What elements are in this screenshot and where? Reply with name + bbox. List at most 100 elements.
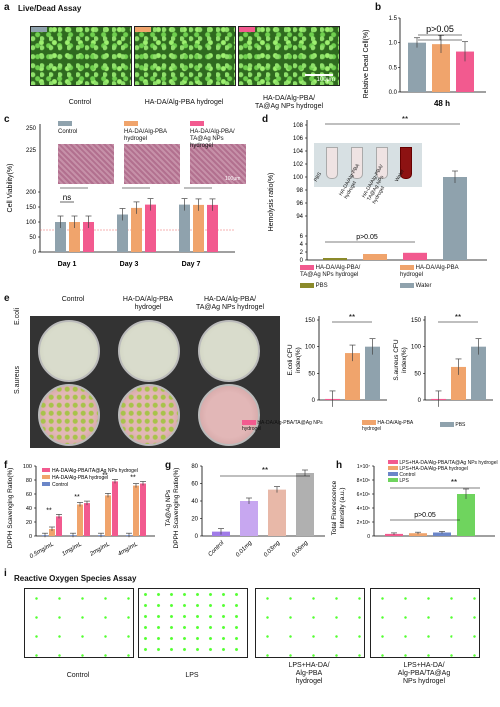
panel-h-sig-low: p>0.05: [414, 512, 436, 519]
panel-e-col-0: Control: [61, 296, 85, 303]
panel-c-letter: c: [4, 114, 10, 125]
panel-e2-bar-1: [451, 366, 466, 400]
panel-i-label-0: Control: [66, 672, 90, 679]
ros-image-tag-hydrogel: 200μm: [370, 588, 480, 658]
panel-c-bar-2-0: [179, 204, 190, 252]
panel-h-legend-0: LPS+HA-DA/Alg-PBA/TA@Ag NPs hydrogel: [388, 460, 498, 466]
panel-d-legend-2: PBS: [300, 283, 328, 290]
panel-d-ytick-high-3: 100: [293, 175, 304, 181]
panel-c-ytick-4: 200: [26, 190, 37, 196]
panel-f-sig-0: **: [46, 507, 52, 514]
panel-c-label-2: HA-DA/Alg-PBA/ TA@Ag NPs hydrogel: [190, 121, 250, 150]
panel-h-legend: LPS+HA-DA/Alg-PBA/TA@Ag NPs hydrogel LPS…: [388, 460, 498, 484]
panel-f-legend: HA-DA/Alg-PBA/TA@Ag NPs hydrogelHA-DA/Al…: [42, 468, 138, 488]
panel-g-bar-1: [240, 501, 258, 536]
panel-h-legend-1: LPS+HA-DA/Alg-PBA hydrogel: [388, 466, 498, 472]
panel-c-ytick-225: 225: [26, 148, 37, 154]
panel-d-ylabel: Hemolysis ratio(%): [268, 173, 275, 232]
panel-c-bar-1-0: [117, 214, 128, 252]
panel-b-ytick-0: 0.0: [389, 90, 398, 96]
panel-f-ytick-0: 0: [29, 534, 32, 540]
panel-b-sig: p>0.05: [426, 24, 454, 34]
panel-h-letter: h: [336, 460, 343, 471]
panel-d-legend-3: Water: [400, 283, 431, 290]
panel-g-chart: TA@Ag NPsDPPH Scavenging Ratio(%) 0 20 40 6…: [165, 464, 325, 559]
panel-g-xtick-0: Control: [207, 540, 225, 558]
panel-g-xtick-2: 0.03mg: [263, 540, 282, 559]
panel-a-label-1: HA-DA/Alg-PBA hydrogel: [144, 99, 224, 106]
panel-d-ytick-low-2: 4: [300, 242, 304, 248]
panel-c-scale: 100μm: [225, 176, 241, 182]
panel-h-ytick-3: 6×10⁶: [357, 492, 370, 498]
panel-f-ytick-2: 40: [26, 506, 32, 512]
panel-b-bar-0: [408, 42, 426, 92]
panel-f-ytick-1: 20: [26, 520, 32, 526]
panel-e1-ytick-2: 100: [305, 345, 316, 351]
plate-saureus-hydrogel: [118, 384, 180, 446]
panel-h-bar-3: [457, 494, 475, 536]
panel-d-bar-0: [323, 258, 347, 260]
panel-c-label-1: HA-DA/Alg-PBA hydrogel: [124, 121, 184, 143]
panel-e1-bar-1: [345, 353, 360, 400]
panel-e2-ytick-1: 50: [414, 371, 421, 377]
panel-c-sig-0: ns: [63, 193, 71, 202]
panel-g-ytick-1: 20: [191, 517, 198, 523]
panel-c-bar-0-2: [83, 222, 94, 252]
panel-h-bar-0: [385, 533, 403, 536]
panel-g-xtick-1: 0.01mg: [235, 540, 254, 559]
panel-d-ytick-low-1: 2: [300, 250, 304, 256]
panel-f-bar-0-1: [49, 529, 55, 536]
panel-b-ytick-3: 1.5: [389, 16, 398, 22]
panel-f-xtick-3: 4mg/mL: [117, 542, 139, 558]
panel-e-legend-1: HA-DA/Alg-PBA hydrogel: [362, 420, 414, 432]
panel-i-label-2: LPS+HA-DA/ Alg-PBA hydrogel: [288, 662, 330, 685]
panel-b-ytick-2: 1.0: [389, 41, 398, 47]
panel-f-legend-1: HA-DA/Alg-PBA hydrogel: [52, 475, 108, 481]
panel-d-letter: d: [262, 114, 269, 125]
panel-c-bar-0-1: [69, 222, 80, 252]
panel-e2-ylabel: S.aureus CFUindex(%): [393, 339, 408, 380]
panel-f-legend-0: HA-DA/Alg-PBA/TA@Ag NPs hydrogel: [52, 468, 138, 474]
panel-f-bar-3-0: [140, 483, 146, 536]
panel-f-sig-3: **: [130, 475, 136, 482]
panel-e2-ytick-2: 100: [411, 345, 422, 351]
panel-f-bar-2-0: [112, 481, 118, 536]
panel-f-letter: f: [4, 460, 8, 471]
panel-g-ytick-2: 40: [191, 499, 198, 505]
panel-e-legend: HA-DA/Alg-PBA/TA@Ag NPs hydrogel HA-DA/A…: [242, 418, 500, 442]
panel-f-bar-2-1: [105, 495, 111, 536]
panel-f-xtick-2: 2mg/mL: [88, 542, 111, 559]
panel-e-col-1: HA-DA/Alg-PBA hydrogel: [122, 296, 174, 311]
panel-h-ytick-5: 1×10⁷: [357, 464, 370, 470]
panel-f-xtick-0: 0.5mg/mL: [29, 542, 55, 561]
panel-c-bar-1-1: [131, 207, 142, 252]
panel-c-chart: Cell Viability(%) 0 50 100 150 200 225 250 Day…: [7, 124, 235, 268]
panel-d-bar-2: [403, 252, 427, 260]
panel-h-ylabel: Total FluorescenceIntensity (a.u.): [331, 480, 346, 535]
panel-d-ytick-high-6: 106: [293, 136, 304, 142]
panel-d-ytick-high-7: 108: [293, 123, 304, 129]
panel-h-ytick-1: 2×10⁶: [357, 520, 370, 526]
live-dead-image-tag-hydrogel: 100μm: [238, 26, 340, 86]
panel-i-title: Reactive Oxygen Species Assay: [14, 574, 137, 583]
panel-g-xtick-3: 0.05mg: [291, 540, 310, 559]
panel-d-ytick-high-2: 98: [296, 188, 303, 194]
panel-h-bar-1: [409, 533, 427, 536]
panel-c-ytick-3: 150: [26, 205, 37, 211]
panel-f-ylabel: DPPH Scavenging Ratio(%): [7, 468, 14, 549]
plate-photo-grid: [30, 316, 280, 448]
panel-f-xtick-1: 1mg/mL: [61, 542, 83, 558]
panel-e1-sig: **: [349, 313, 355, 322]
panel-g-ytick-4: 80: [191, 464, 198, 470]
panel-g-ylabel: TA@Ag NPsDPPH Scavenging Ratio(%): [165, 468, 180, 549]
panel-e2-ytick-0: 0: [418, 398, 422, 404]
panel-g-ytick-0: 0: [195, 534, 199, 540]
panel-e-legend-2: PBS: [440, 422, 465, 428]
panel-c-xtick-2: Day 7: [182, 261, 201, 268]
panel-b-bar-1: [432, 44, 450, 92]
panel-e1-ytick-3: 150: [305, 318, 316, 324]
panel-h-sig-top: **: [451, 478, 457, 487]
panel-d-bar-1: [363, 254, 387, 260]
panel-d-legend-1: HA-DA/Alg-PBA hydrogel: [400, 265, 459, 279]
panel-e1-ylabel: E.coli CFUindex(%): [287, 344, 302, 375]
